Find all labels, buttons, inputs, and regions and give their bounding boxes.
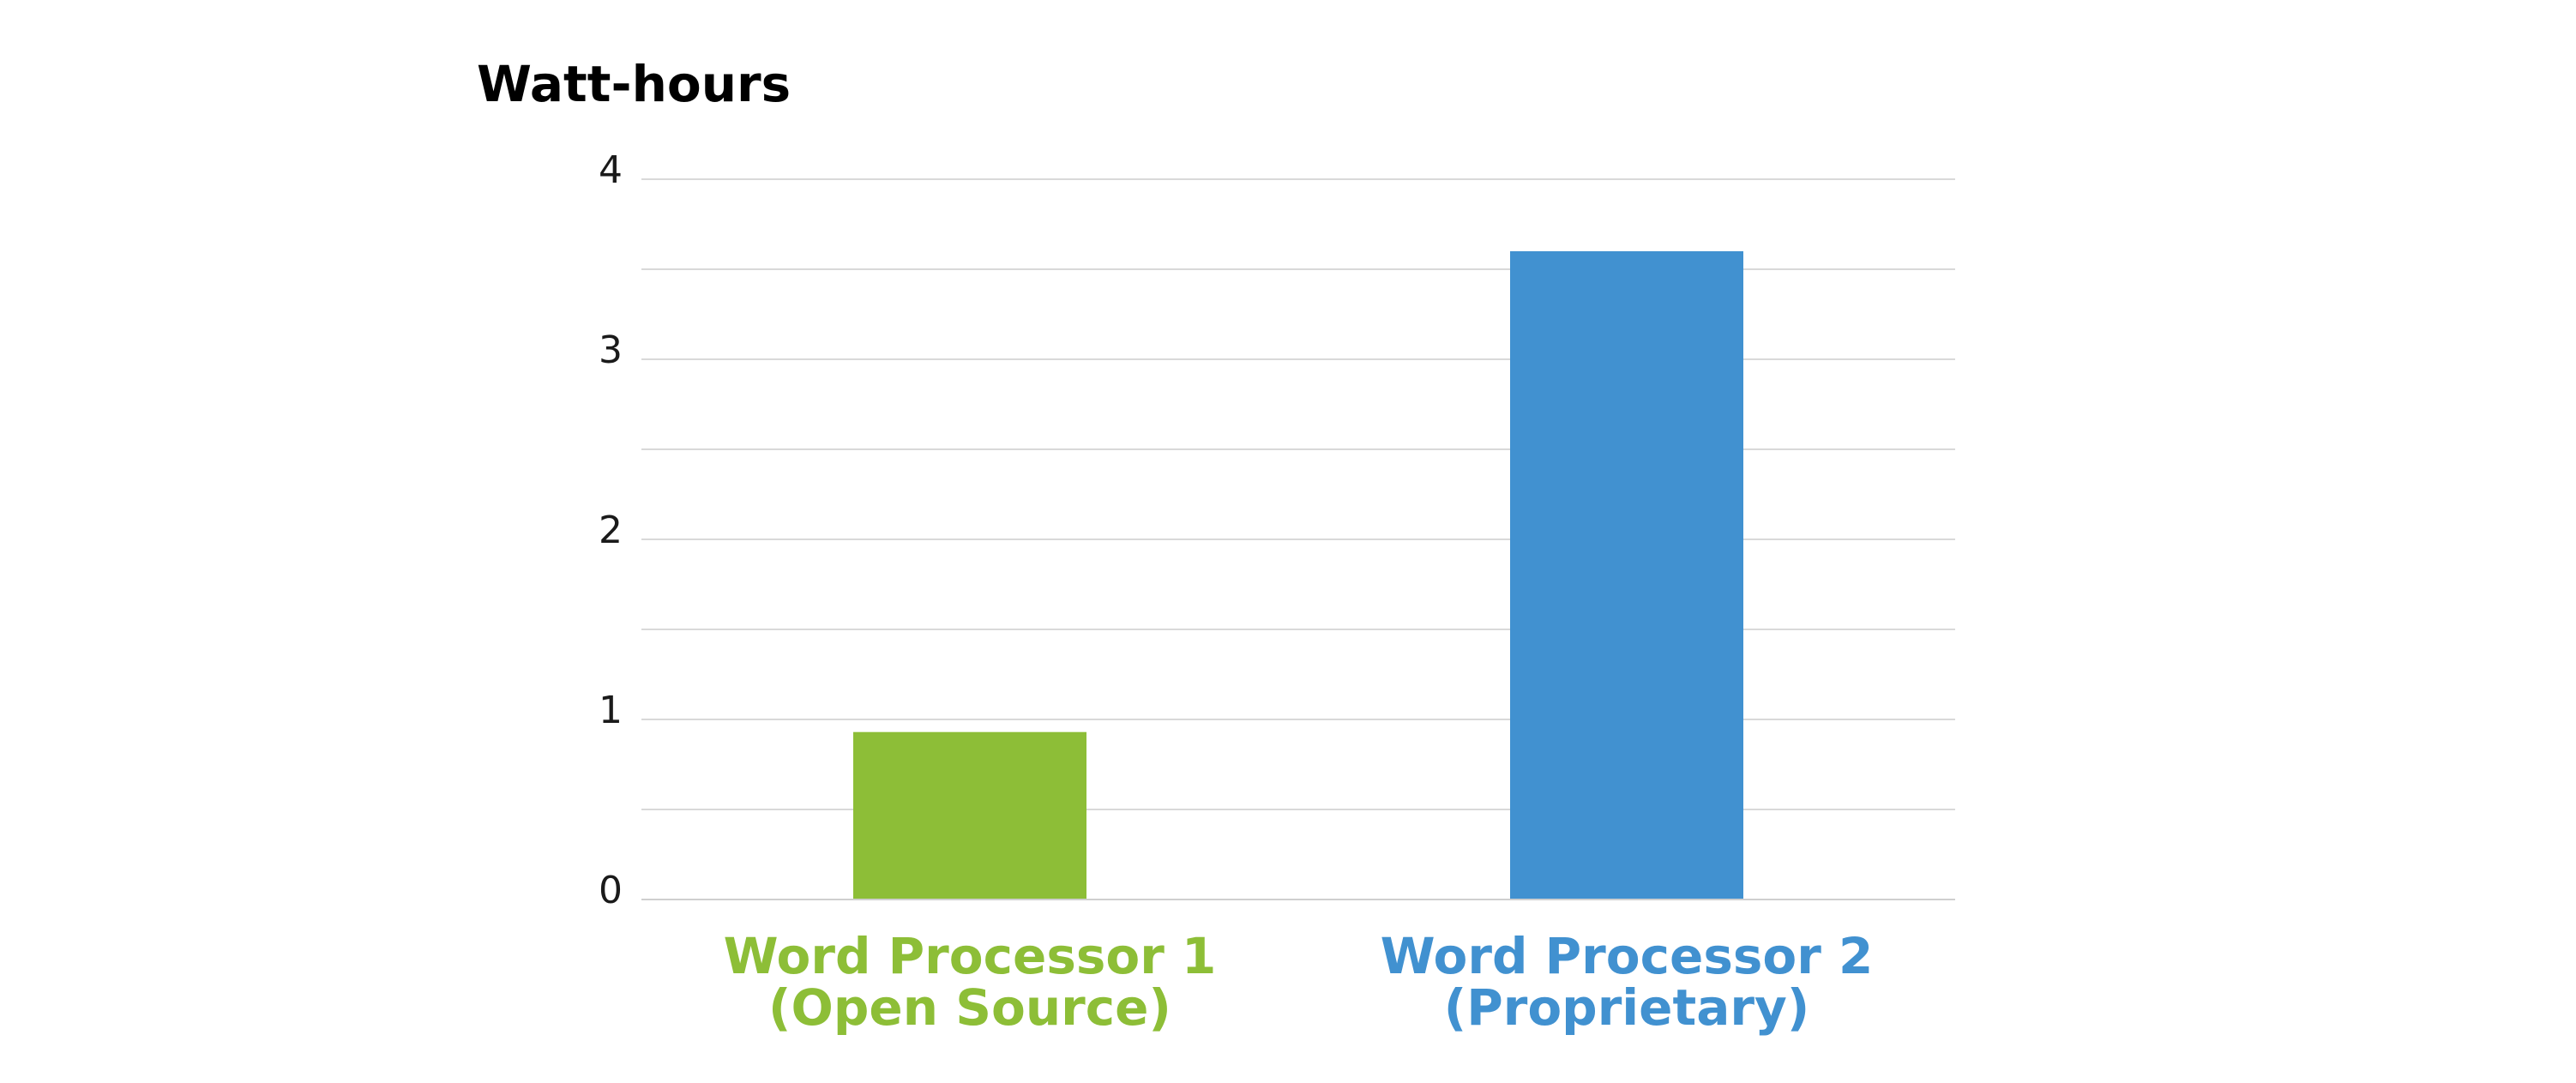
- category-label-line2: (Open Source): [768, 978, 1171, 1037]
- category-label-line2: (Proprietary): [1444, 978, 1810, 1037]
- category-label-line1: Word Processor 2: [1381, 927, 1874, 985]
- y-tick-label: 0: [599, 869, 623, 912]
- y-tick-label: 3: [599, 328, 623, 372]
- y-tick-label: 1: [599, 689, 623, 732]
- bar-2: [1510, 251, 1743, 899]
- category-label-line1: Word Processor 1: [724, 927, 1217, 985]
- y-tick-label: 2: [599, 508, 623, 552]
- category-labels: Word Processor 1(Open Source) Word Proces…: [724, 927, 1874, 1037]
- y-axis-ticks: 0 1 2 3 4: [599, 148, 623, 912]
- bar-1: [853, 731, 1086, 899]
- gridlines: [641, 178, 1955, 810]
- y-tick-label: 4: [599, 148, 623, 192]
- bars: [853, 251, 1743, 899]
- y-axis-label: Watt-hours: [477, 55, 791, 113]
